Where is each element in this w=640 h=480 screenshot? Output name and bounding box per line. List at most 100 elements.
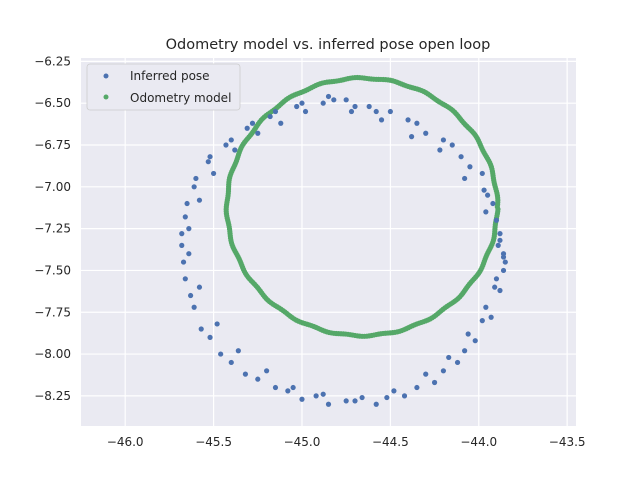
inferred-pose-point <box>278 120 284 126</box>
inferred-pose-point <box>205 159 211 165</box>
inferred-pose-point <box>458 154 464 160</box>
inferred-pose-point <box>405 117 411 123</box>
inferred-pose-point <box>210 170 217 177</box>
inferred-pose-point <box>302 108 309 115</box>
inferred-pose-point <box>373 401 379 407</box>
inferred-pose-point <box>373 108 379 115</box>
inferred-pose-point <box>179 231 185 237</box>
inferred-pose-point <box>320 391 326 397</box>
x-tick-label: −44.5 <box>372 435 409 449</box>
inferred-pose-point <box>408 134 415 140</box>
x-tick-label: −45.0 <box>284 435 321 449</box>
inferred-pose-point <box>193 175 199 182</box>
inferred-pose-point <box>207 334 213 340</box>
inferred-pose-point <box>449 142 455 148</box>
inferred-pose-point <box>343 398 349 404</box>
y-axis-ticks: −6.25 −6.50 −6.75 −7.00 −7.25 −7.50 −7.75 −8.00… <box>34 54 71 403</box>
inferred-pose-point <box>366 103 372 110</box>
x-tick-label: −44.0 <box>460 435 497 449</box>
inferred-pose-point <box>264 368 270 374</box>
inferred-pose-point <box>401 393 408 399</box>
inferred-pose-point <box>440 368 447 374</box>
inferred-pose-point <box>272 108 279 115</box>
inferred-pose-point <box>196 197 203 203</box>
inferred-pose-point <box>186 251 192 257</box>
inferred-pose-point <box>497 237 503 243</box>
x-axis-ticks: −46.0 −45.5 −45.0 −44.5 −44.0 −43.5 <box>107 435 586 449</box>
inferred-pose-point <box>488 314 494 320</box>
y-tick-label: −7.75 <box>34 305 71 319</box>
inferred-pose-point <box>228 359 234 366</box>
inferred-pose-point <box>431 379 438 386</box>
inferred-pose-point <box>437 147 443 153</box>
inferred-pose-point <box>313 393 319 399</box>
inferred-pose-point <box>184 200 190 207</box>
inferred-pose-point <box>218 351 224 357</box>
x-tick-label: −43.5 <box>549 435 586 449</box>
inferred-pose-point <box>294 103 300 110</box>
odometry-model-series <box>223 74 501 339</box>
inferred-pose-point <box>493 276 500 282</box>
inferred-pose-point <box>414 120 420 126</box>
inferred-pose-point <box>198 326 204 332</box>
inferred-pose-series <box>179 93 508 407</box>
inferred-pose-point <box>299 100 305 106</box>
inferred-pose-point <box>352 103 358 110</box>
inferred-pose-point <box>285 388 291 394</box>
x-tick-label: −45.5 <box>195 435 232 449</box>
chart-title: Odometry model vs. inferred pose open lo… <box>166 37 491 53</box>
inferred-pose-point <box>242 371 249 377</box>
inferred-pose-point <box>462 175 468 182</box>
y-tick-label: −7.25 <box>34 222 71 236</box>
inferred-pose-point <box>299 396 305 402</box>
inferred-pose-point <box>255 376 261 382</box>
inferred-pose-point <box>423 371 429 377</box>
inferred-pose-point <box>500 254 507 260</box>
inferred-pose-point <box>446 354 452 361</box>
inferred-pose-point <box>485 192 491 198</box>
inferred-pose-point <box>497 287 503 294</box>
inferred-pose-point <box>228 137 234 143</box>
inferred-pose-point <box>244 125 250 131</box>
inferred-pose-point <box>191 304 197 310</box>
inferred-pose-point <box>490 200 496 207</box>
inferred-pose-point <box>465 331 471 337</box>
inferred-pose-point <box>255 130 261 136</box>
inferred-pose-point <box>493 217 500 223</box>
x-tick-label: −46.0 <box>107 435 144 449</box>
y-tick-label: −8.25 <box>34 389 71 403</box>
inferred-pose-point <box>290 384 296 391</box>
inferred-pose-point <box>214 321 220 327</box>
inferred-pose-point <box>440 137 447 143</box>
inferred-pose-point <box>472 338 478 344</box>
inferred-pose-point <box>232 147 238 153</box>
legend: Inferred pose Odometry model <box>86 63 241 111</box>
inferred-pose-point <box>500 267 507 274</box>
inferred-pose-point <box>207 154 213 160</box>
inferred-pose-point <box>378 117 385 123</box>
inferred-pose-point <box>479 318 485 324</box>
inferred-pose-point <box>186 226 192 232</box>
y-tick-label: −6.75 <box>34 138 71 152</box>
odometry-model-point <box>495 206 501 212</box>
inferred-pose-point <box>387 108 393 115</box>
inferred-pose-point <box>325 93 332 100</box>
inferred-pose-point <box>462 348 468 354</box>
inferred-pose-point <box>235 348 241 354</box>
inferred-pose-point <box>359 394 365 401</box>
inferred-pose-point <box>495 242 501 248</box>
inferred-pose-point <box>196 284 203 290</box>
inferred-pose-point <box>502 259 508 265</box>
legend-box <box>86 63 241 111</box>
inferred-pose-point <box>483 304 489 310</box>
inferred-pose-point <box>343 97 349 103</box>
y-tick-label: −6.25 <box>34 54 71 68</box>
inferred-pose-point <box>188 292 194 299</box>
inferred-pose-point <box>384 394 390 401</box>
inferred-pose-point <box>331 97 337 103</box>
inferred-pose-point <box>223 142 229 148</box>
inferred-pose-point <box>180 259 187 265</box>
inferred-pose-point <box>479 170 485 177</box>
inferred-pose-point <box>325 401 332 407</box>
inferred-pose-point <box>497 231 503 237</box>
